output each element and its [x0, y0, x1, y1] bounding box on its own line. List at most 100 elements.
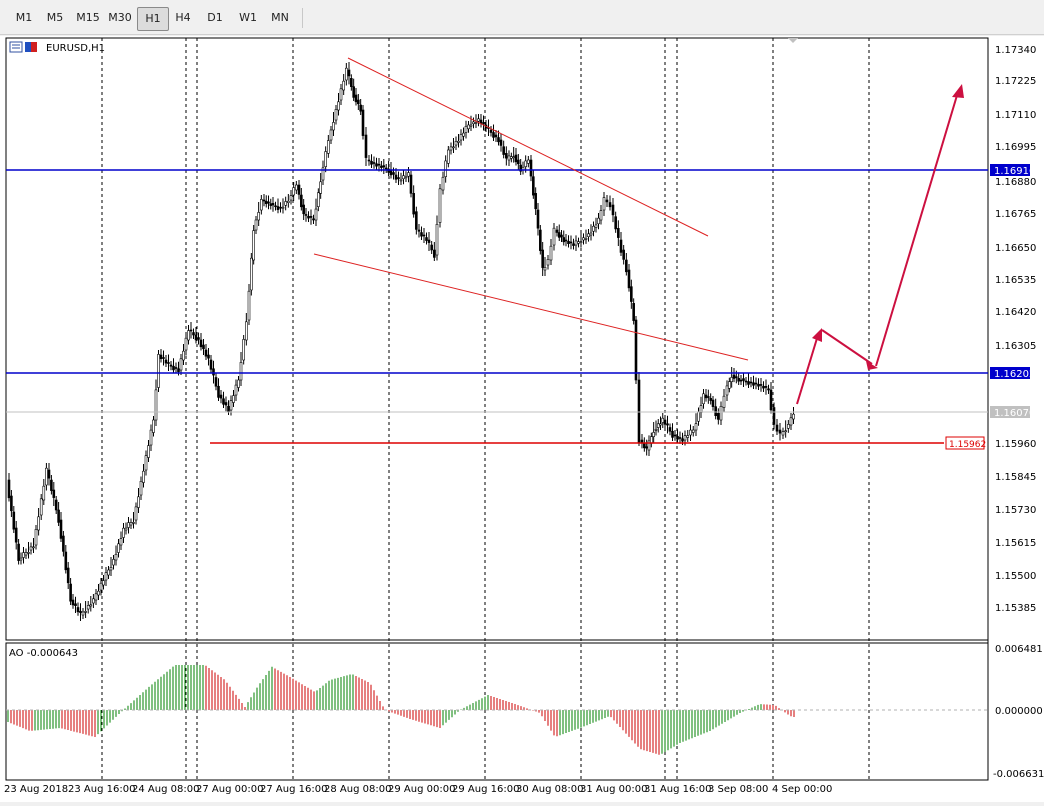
timeframe-h1-button[interactable]: H1 [137, 7, 169, 31]
price-tick: 1.15385 [995, 603, 1036, 614]
candle-body [59, 519, 63, 539]
candle-body [104, 572, 108, 581]
candle-body [312, 218, 315, 221]
candle-body [132, 522, 135, 524]
scroll-marker-icon[interactable] [788, 38, 798, 43]
timeframe-m30-button[interactable]: M30 [108, 11, 132, 24]
candle-body [304, 214, 308, 216]
candle-body [412, 193, 415, 215]
candle-body [737, 378, 740, 382]
candle-body [324, 151, 327, 167]
candle-body [329, 129, 333, 141]
chart-canvas[interactable]: EURUSD,H1 AO -0.000643 1.17340 1.17225 1… [0, 36, 1044, 802]
candle-body [640, 439, 644, 443]
candle-body [749, 381, 753, 384]
price-pane[interactable] [5, 37, 989, 641]
time-tick: 29 Aug 00:00 [388, 784, 455, 795]
candle-body [281, 206, 285, 209]
candle-body [536, 209, 540, 229]
candle-body [730, 377, 733, 382]
ao-pane[interactable] [5, 642, 989, 781]
candle-body [671, 430, 674, 438]
candle-body [37, 516, 40, 531]
candle-body [399, 179, 403, 182]
candle-body [497, 137, 500, 143]
candle-body [164, 359, 168, 364]
ao-scale: 0.006481 0.000000 -0.006631 [993, 644, 1044, 780]
candle-body [117, 543, 120, 553]
candle-body [637, 379, 641, 443]
candle-body [254, 219, 258, 231]
candle-body [707, 396, 710, 398]
candle-body [279, 206, 282, 209]
candle-body [217, 385, 220, 398]
timeframe-h4-button[interactable]: H4 [175, 11, 191, 24]
timeframe-m1-button[interactable]: M1 [15, 11, 33, 24]
time-tick: 3 Sep 08:00 [708, 784, 768, 795]
candle-body [260, 199, 263, 211]
level-badge-lower [990, 367, 1030, 379]
chart-window[interactable]: EURUSD,H1 AO -0.000643 1.17340 1.17225 1… [0, 36, 1044, 802]
candle-body [709, 398, 712, 401]
candle-body [527, 159, 530, 164]
price-tick: 1.17110 [995, 110, 1036, 121]
candle-body [361, 109, 365, 136]
candle-body [364, 134, 368, 158]
timeframe-m5-button[interactable]: M5 [46, 11, 64, 24]
candle-body [494, 134, 498, 138]
level-badge-lower-text: 1.16202 [994, 369, 1035, 380]
candle-body [167, 362, 170, 364]
candle-body [602, 197, 606, 211]
timeframe-w1-button[interactable]: W1 [239, 11, 257, 24]
candle-body [174, 367, 178, 369]
candle-body [489, 129, 493, 133]
candle-body [444, 160, 447, 177]
candle-body [562, 237, 566, 243]
candle-body [430, 244, 433, 251]
candle-body [252, 230, 255, 261]
candle-body [711, 399, 715, 407]
candle-body [89, 604, 93, 607]
candle-body [647, 440, 651, 451]
candle-body [342, 80, 345, 91]
candle-body [127, 522, 130, 528]
forecast-path[interactable] [796, 91, 959, 405]
candle-body [179, 358, 183, 371]
candle-body [614, 216, 617, 230]
candle-body [81, 611, 85, 616]
time-tick: 28 Aug 08:00 [324, 784, 391, 795]
candle-body [202, 344, 205, 350]
price-tick: 1.15615 [995, 538, 1036, 549]
timeframe-d1-button[interactable]: D1 [207, 11, 223, 24]
candle-body [673, 434, 677, 437]
candle-body [102, 580, 105, 586]
chart-list-icon[interactable] [9, 41, 23, 53]
candle-body [267, 201, 270, 204]
trendline-upper[interactable] [347, 57, 709, 237]
trendline-lower[interactable] [313, 253, 749, 361]
timeframe-m15-button[interactable]: M15 [76, 11, 100, 24]
candle-body [271, 203, 275, 206]
candle-body [767, 388, 770, 391]
candle-body [605, 199, 609, 203]
candle-body [577, 241, 580, 244]
candle-body [415, 211, 418, 230]
candle-body [287, 200, 290, 203]
candle-body [162, 357, 165, 359]
candle-body [510, 156, 513, 159]
candle-body [543, 267, 547, 271]
candlestick-series [7, 62, 795, 621]
candle-body [192, 332, 195, 336]
candle-body [592, 226, 595, 232]
candle-body [214, 377, 218, 387]
candle-body [775, 424, 779, 432]
candle-body [668, 427, 672, 432]
candle-body [645, 446, 648, 449]
candle-body [327, 140, 330, 154]
candle-body [454, 141, 458, 146]
timeframe-mn-button[interactable]: MN [271, 11, 289, 24]
candle-body [457, 140, 460, 143]
candle-body [524, 160, 527, 167]
candle-body [380, 165, 383, 168]
current-price-text: 1.16070 [994, 408, 1035, 419]
